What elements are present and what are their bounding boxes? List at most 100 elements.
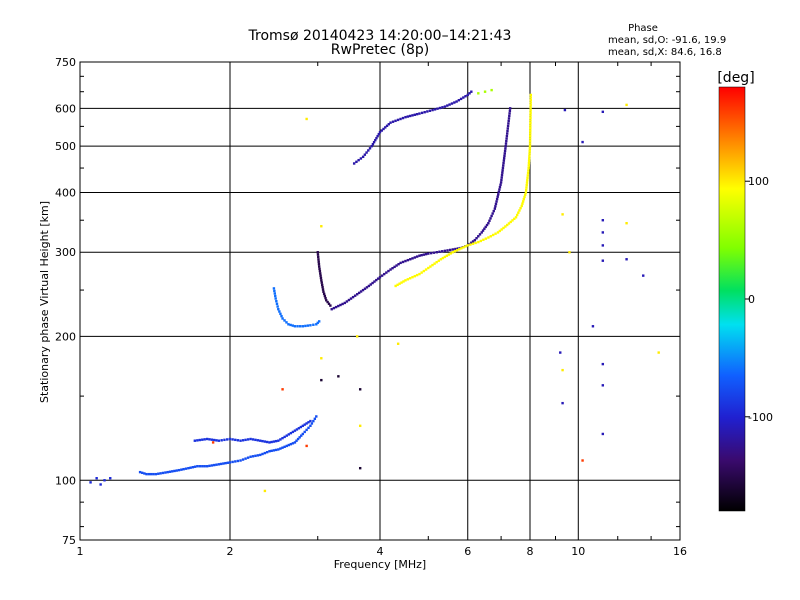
x-axis-label: Frequency [MHz] [334,558,426,571]
data-point [529,132,532,135]
data-point [375,278,378,282]
data-point [420,253,423,257]
data-point [325,299,328,302]
data-point [451,248,455,251]
data-point [495,200,498,203]
data-point [316,251,319,254]
chart-title-line1: Tromsø 20140423 14:20:00–14:21:43 [248,28,512,44]
x-tick-label: 6 [464,545,471,558]
data-point [526,174,530,177]
colorbar-tick-label: -100 [748,411,773,424]
data-point [226,461,229,464]
data-point [220,439,223,442]
data-point [215,439,218,442]
data-point [208,438,211,441]
data-point [231,460,234,464]
data-point [291,442,295,445]
data-point [347,298,351,302]
data-point [427,252,430,255]
data-point [500,228,503,231]
data-point [312,419,315,423]
data-point [420,271,423,274]
data-point [217,439,221,442]
data-point [561,213,564,216]
data-point [400,281,403,284]
data-point [241,439,245,442]
data-point [319,272,322,275]
data-point [449,252,453,255]
data-point [519,206,522,210]
data-point [318,267,321,271]
data-point [198,465,202,468]
y-tick-label: 600 [55,102,76,115]
x-tick-label: 1 [77,545,84,558]
data-point [529,106,532,109]
data-point [464,95,467,98]
data-point [215,463,218,466]
data-point [319,274,322,277]
data-point [477,92,480,95]
data-point [429,251,433,255]
data-point [601,432,605,436]
data-point [316,253,320,256]
data-point [287,443,291,447]
data-point [261,452,264,456]
data-point [372,140,376,144]
data-point [601,231,605,234]
data-point [408,277,412,280]
data-point [315,415,318,418]
data-point [406,115,410,118]
data-point [385,271,388,274]
data-point [263,489,267,493]
data-point [305,117,308,121]
data-point [488,219,491,222]
data-point [471,242,475,245]
data-point [404,279,407,282]
data-point [95,477,98,480]
data-point [500,176,503,179]
data-point [228,461,232,464]
data-point [285,444,288,448]
data-point [581,140,584,144]
data-point [443,249,447,253]
data-point [492,209,495,213]
data-point [285,434,288,437]
data-point [411,114,414,117]
data-point [380,129,383,132]
data-point [320,357,323,360]
data-point [358,424,362,428]
data-point [513,217,516,221]
data-point [351,295,355,299]
data-point [310,422,314,425]
data-point [529,114,532,117]
data-point [239,439,242,442]
data-point [494,232,497,235]
data-point [491,212,494,215]
data-point [431,108,434,112]
data-point [466,93,469,97]
data-point [408,114,412,118]
data-point [497,193,500,196]
data-point [299,425,303,429]
data-point [145,472,148,476]
data-point [359,290,363,293]
data-point [99,483,102,486]
data-point [319,276,323,280]
data-point [187,466,190,470]
data-points [89,88,660,493]
data-point [413,256,417,259]
data-point [228,437,232,441]
data-point [369,283,372,286]
data-point [528,134,532,138]
data-point [529,121,532,125]
data-point [171,470,174,473]
data-point [289,323,292,327]
data-point [525,183,528,187]
data-point [305,422,308,425]
data-point [406,258,410,262]
data-point [455,249,459,252]
data-point [500,178,503,182]
data-point [89,481,92,484]
data-point [525,186,528,189]
